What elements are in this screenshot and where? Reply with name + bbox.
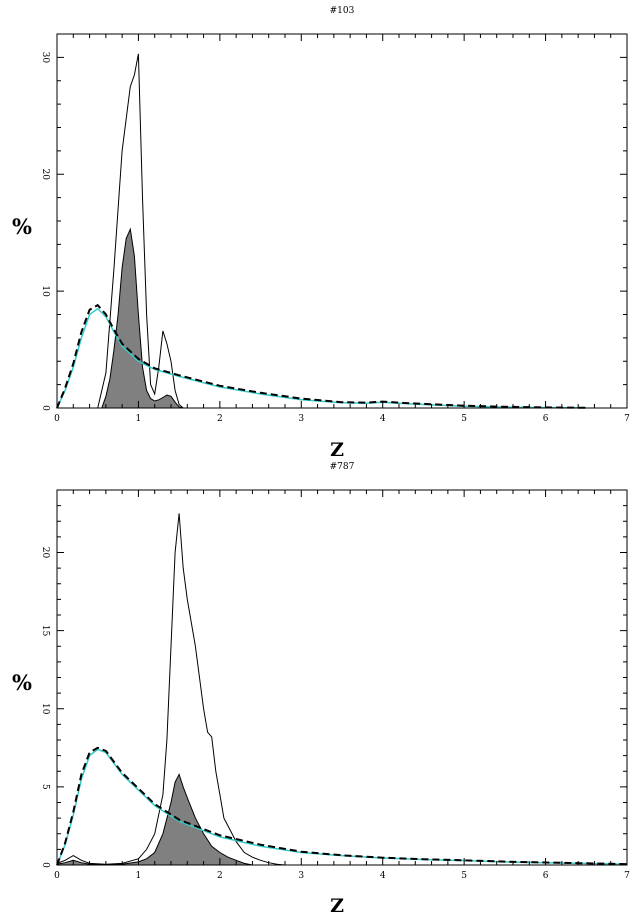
series-dashed-line-1 [56, 303, 587, 409]
x-tick-label: 2 [217, 871, 223, 881]
x-axis-label: z [330, 439, 344, 461]
x-tick-label: 6 [543, 871, 549, 881]
x-tick-label: 6 [543, 414, 549, 424]
x-tick-label: 7 [624, 871, 630, 881]
x-tick-label: 5 [461, 414, 467, 424]
x-axis-label: z [330, 895, 344, 915]
x-tick-label: 3 [298, 871, 304, 881]
series-cyan-line-2 [56, 748, 628, 866]
panel-title: #787 [330, 462, 355, 472]
y-tick-label: 10 [40, 285, 50, 297]
chart-panel-1: #103 0 1 2 3 4 5 6 7 0 10 20 30 z% [12, 6, 630, 461]
y-tick-label: 20 [40, 169, 50, 181]
x-tick-label: 1 [136, 414, 142, 424]
y-tick-label: 0 [40, 862, 50, 868]
series-thin-line-1 [97, 53, 184, 409]
series-thin-line-2 [56, 513, 286, 866]
plot-frame [56, 489, 628, 866]
x-tick-label: 5 [461, 871, 467, 881]
y-tick-label: 10 [40, 703, 50, 715]
y-tick-label: 20 [40, 547, 50, 559]
x-tick-label: 7 [624, 414, 630, 424]
plot-frame [56, 33, 628, 409]
x-tick-label: 0 [54, 871, 60, 881]
y-axis-label: % [12, 670, 32, 695]
panel-title: #103 [330, 6, 355, 16]
x-tick-label: 1 [136, 871, 142, 881]
series-filled-area-1 [101, 227, 184, 409]
y-axis-label: % [12, 214, 32, 239]
chart-panel-2: #787 0 1 2 3 4 5 6 7 0 5 10 15 20 z% [12, 462, 630, 915]
x-tick-label: 3 [298, 414, 304, 424]
series-filled-area-2 [56, 773, 253, 866]
series-dashed-line-2 [56, 746, 628, 866]
x-tick-label: 2 [217, 414, 223, 424]
x-tick-label: 4 [380, 414, 386, 424]
x-tick-label: 4 [380, 871, 386, 881]
y-tick-label: 5 [40, 784, 50, 790]
y-tick-label: 0 [40, 405, 50, 411]
x-tick-label: 0 [54, 414, 60, 424]
y-tick-label: 15 [40, 625, 50, 637]
y-tick-label: 30 [40, 52, 50, 64]
